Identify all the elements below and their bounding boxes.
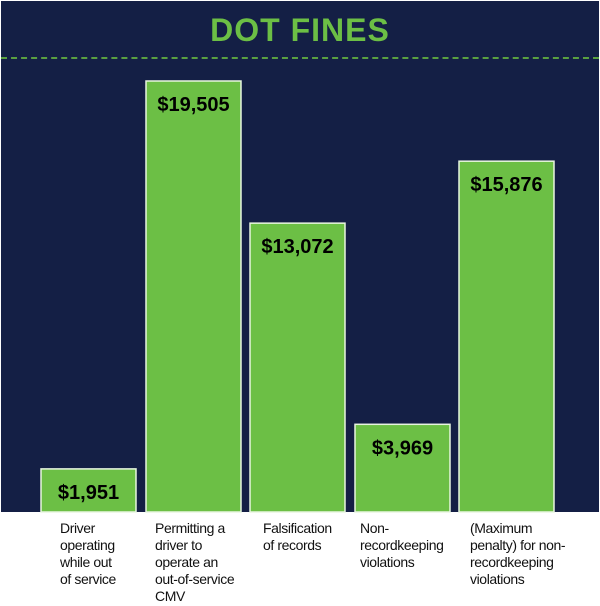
category-label: Falsification of records	[263, 520, 332, 553]
category-label: Non- recordkeeping violations	[360, 520, 444, 570]
bar	[458, 160, 555, 513]
bar	[354, 423, 451, 513]
data-label: $13,072	[261, 236, 333, 258]
data-label: $3,969	[372, 437, 433, 459]
bar	[40, 468, 137, 513]
data-label: $1,951	[58, 482, 119, 504]
data-label: $15,876	[470, 174, 542, 196]
title-divider	[1, 57, 599, 59]
category-label: Permitting a driver to operate an out-of…	[155, 520, 235, 604]
bar	[249, 222, 346, 513]
data-label: $19,505	[157, 94, 229, 116]
chart-title: DOT FINES	[210, 12, 390, 48]
category-label: Driver operating while out of service	[60, 520, 116, 587]
bar	[145, 80, 242, 513]
category-label: (Maximum penalty) for non- recordkeeping…	[470, 520, 566, 587]
